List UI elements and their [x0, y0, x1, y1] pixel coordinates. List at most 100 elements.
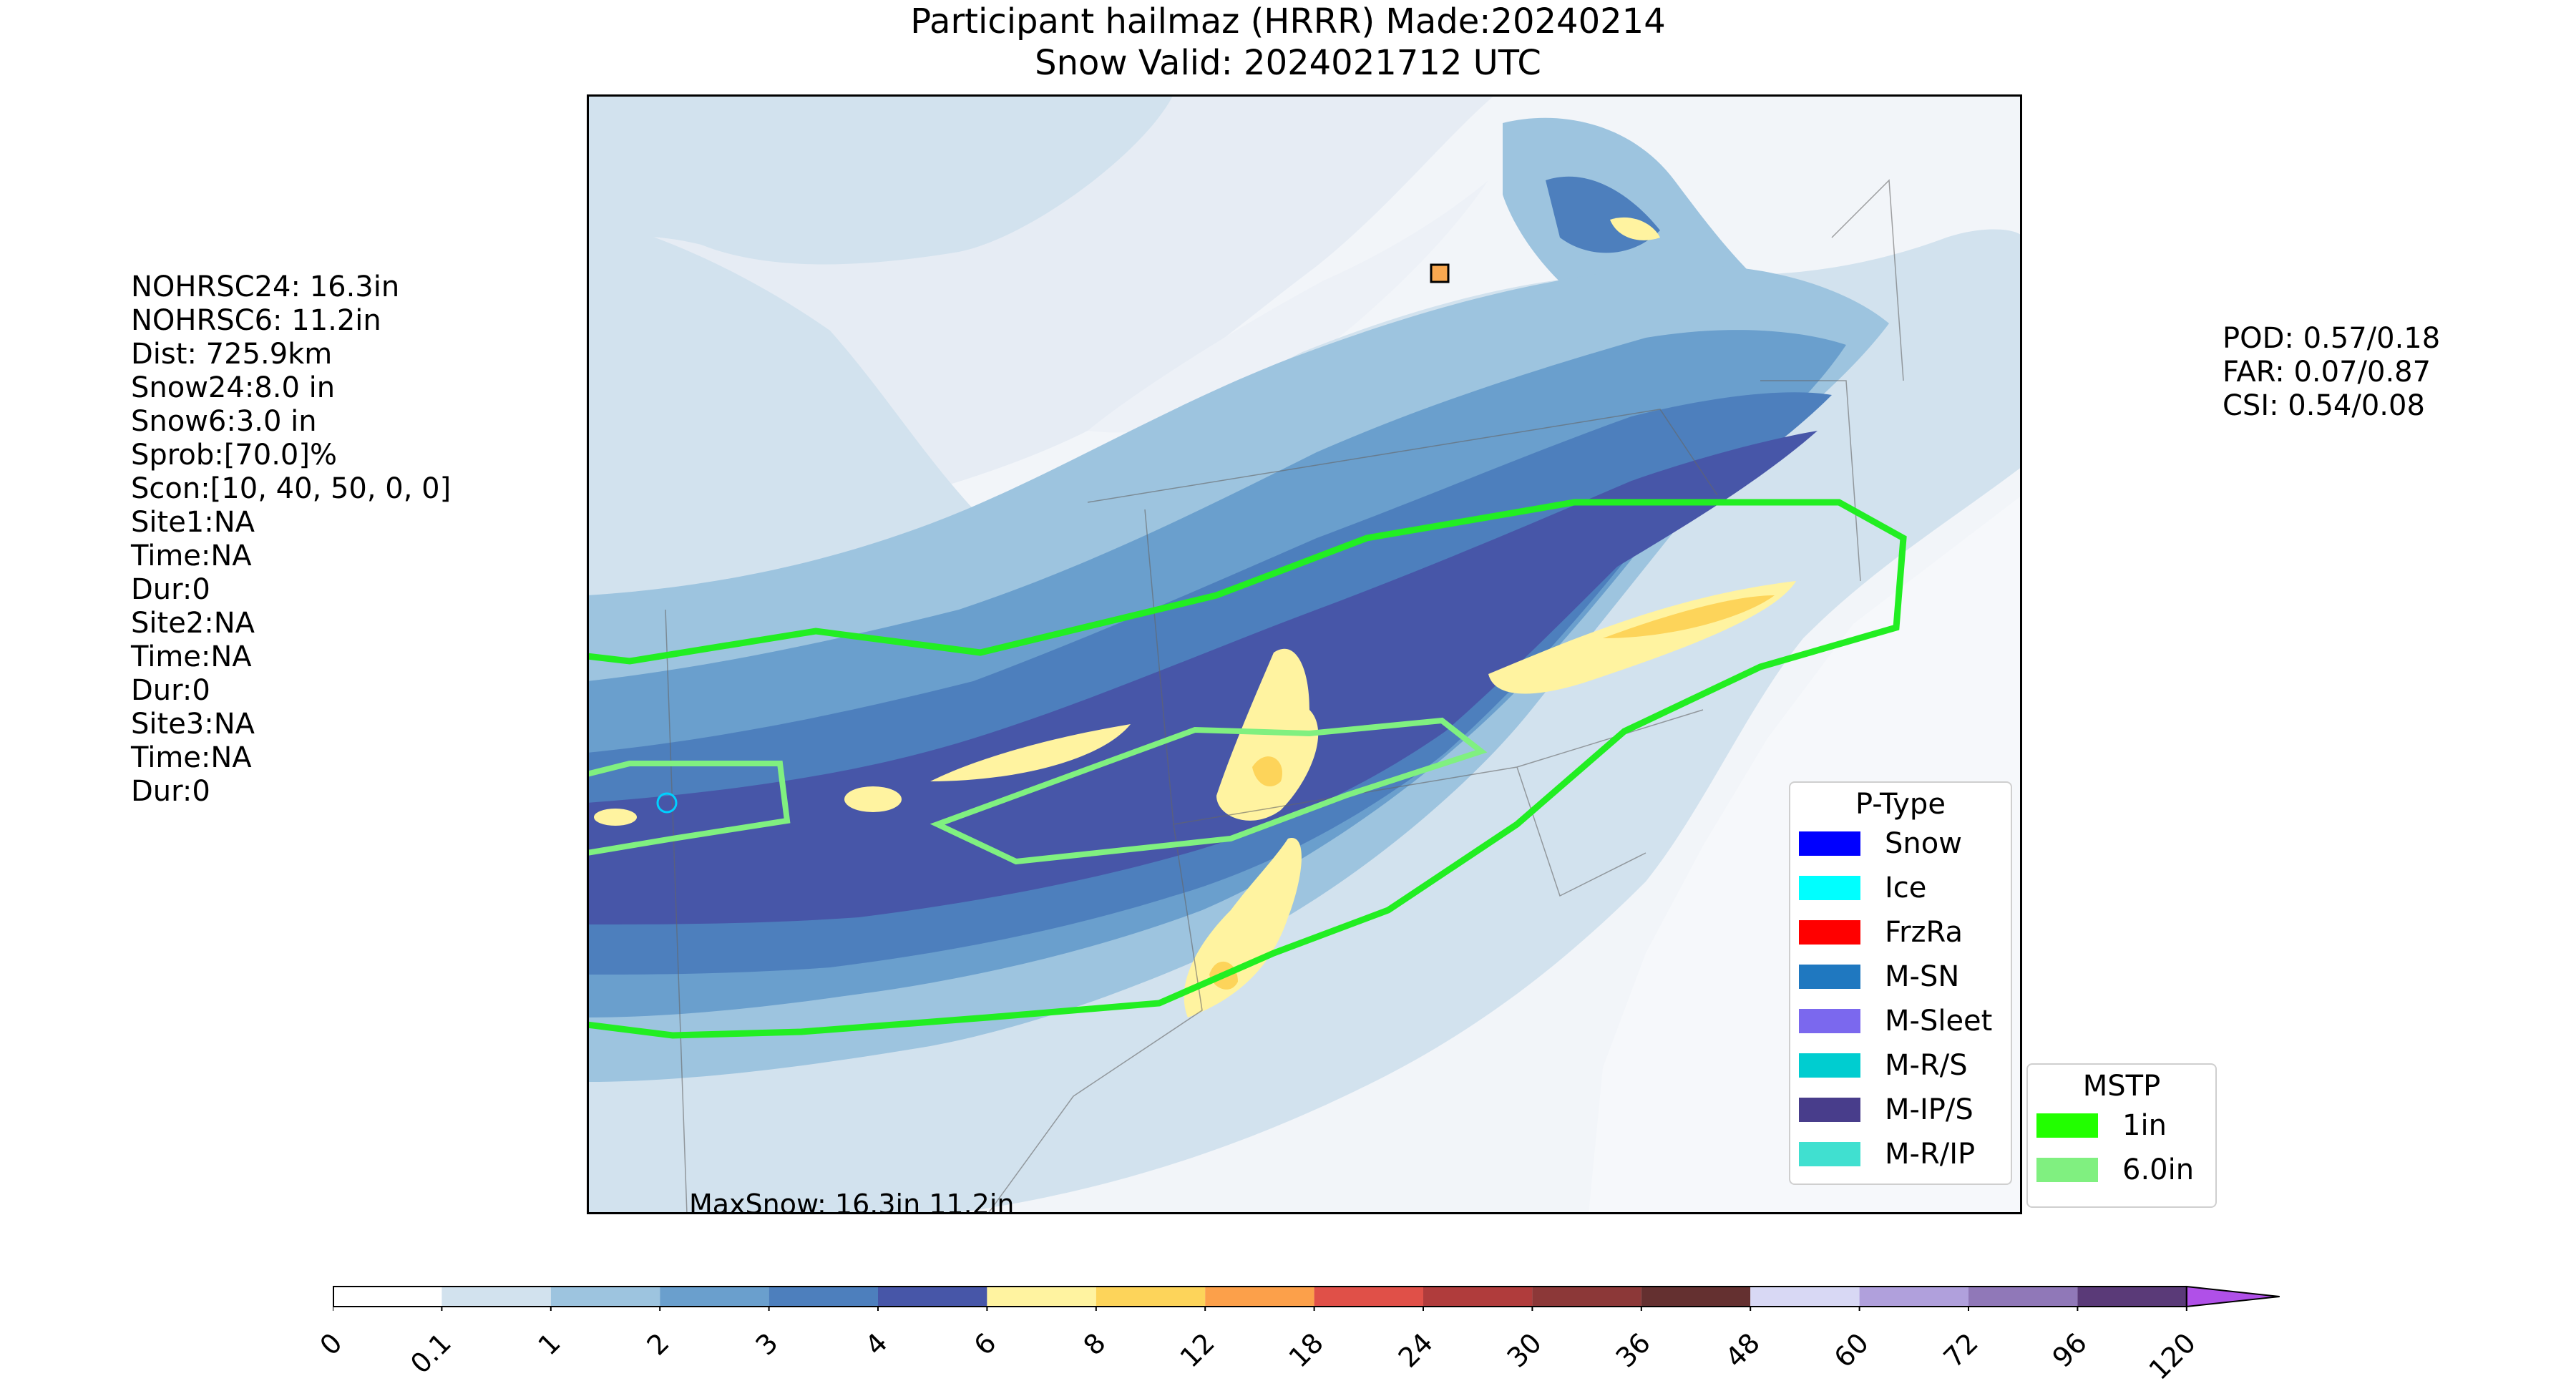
colorbar-segment: [1423, 1287, 1533, 1307]
ptype-legend-item: M-R/S: [1790, 1043, 2011, 1088]
contour-8-a: [1603, 595, 1775, 638]
right-stat-line: CSI: 0.54/0.08: [2223, 389, 2425, 422]
colorbar-outline: [333, 1286, 2187, 1307]
figure-title-line2: Snow Valid: 2024021712 UTC: [1035, 43, 1541, 83]
ptype-legend-swatch: [1799, 1009, 1860, 1033]
ptype-legend-label: FrzRa: [1885, 916, 1963, 949]
ptype-legend-item: M-Sleet: [1790, 999, 2011, 1043]
left-stat-line: NOHRSC24: 16.3in: [131, 270, 400, 303]
left-stat-line: Dur:0: [131, 674, 210, 707]
colorbar-tick-label: 3: [749, 1327, 785, 1362]
ptype-legend-label: M-SN: [1885, 960, 1960, 993]
colorbar-segment: [550, 1287, 660, 1307]
colorbar-tick-label: 120: [2142, 1327, 2202, 1386]
left-stat-line: Time:NA: [131, 540, 252, 572]
ptype-legend: P-Type Snow Ice FrzRa M-SN M-Sleet M-R/S M-IP/…: [1789, 781, 2012, 1185]
colorbar-tick-label: 12: [1174, 1327, 1221, 1374]
left-stat-line: Snow24:8.0 in: [131, 371, 336, 404]
contour-6-b: [844, 786, 902, 812]
ptype-legend-item: Ice: [1790, 866, 2011, 910]
contour-0.1-north: [587, 94, 1174, 265]
colorbar-tick-label: 30: [1501, 1327, 1548, 1374]
colorbar-tick-label: 48: [1719, 1327, 1766, 1374]
colorbar-segment: [1968, 1287, 2078, 1307]
contour-6-c: [930, 724, 1131, 781]
ptype-legend-label: Ice: [1885, 872, 1927, 904]
colorbar-segment: [660, 1287, 769, 1307]
colorbar-tick-label: 4: [859, 1327, 894, 1362]
colorbar-segment: [1314, 1287, 1423, 1307]
ptype-legend-swatch: [1799, 876, 1860, 900]
mstp-6in-contour-west: [587, 761, 791, 856]
colorbar-tick-label: 6: [967, 1327, 1002, 1362]
colorbar-tick-label: 1: [532, 1327, 567, 1362]
colorbar-segment: [441, 1287, 551, 1307]
ptype-legend-swatch: [1799, 831, 1860, 856]
ptype-legend-swatch: [1799, 920, 1860, 945]
right-stat-line: FAR: 0.07/0.87: [2223, 356, 2431, 389]
colorbar-segment: [1205, 1287, 1314, 1307]
colorbar-tick-label: 0: [313, 1327, 348, 1362]
right-stat-line: POD: 0.57/0.18: [2223, 322, 2441, 355]
left-stat-line: Sprob:[70.0]%: [131, 439, 337, 472]
mstp-legend: MSTP 1in 6.0in: [2026, 1063, 2217, 1208]
contour-6-a: [594, 809, 637, 826]
ptype-legend-label: M-Sleet: [1885, 1005, 1993, 1038]
mstp-legend-items: 1in 6.0in: [2028, 1103, 2215, 1192]
right-stats-panel: POD: 0.57/0.18 FAR: 0.07/0.87 CSI: 0.54/0.…: [2223, 322, 2440, 423]
mstp-legend-item: 1in: [2028, 1103, 2215, 1148]
colorbar-svg: [332, 1285, 2280, 1312]
ptype-legend-label: M-R/IP: [1885, 1138, 1976, 1171]
mstp-legend-label: 6.0in: [2122, 1153, 2195, 1186]
colorbar-segment: [878, 1287, 987, 1307]
mstp-legend-swatch: [2036, 1113, 2098, 1138]
ptype-legend-swatch: [1799, 965, 1860, 989]
left-stat-line: Site1:NA: [131, 506, 255, 539]
colorbar-segment: [1532, 1287, 1641, 1307]
mstp-legend-swatch: [2036, 1158, 2098, 1182]
colorbar-tick-label: 0.1: [404, 1327, 457, 1380]
colorbar-segment: [1750, 1287, 1860, 1307]
colorbar-segment: [987, 1287, 1096, 1307]
ptype-legend-item: M-IP/S: [1790, 1088, 2011, 1132]
left-stat-line: Time:NA: [131, 640, 252, 673]
ptype-legend-label: M-IP/S: [1885, 1093, 1974, 1126]
colorbar-tick-label: 72: [1937, 1327, 1984, 1374]
colorbar-tick-label: 2: [640, 1327, 675, 1362]
colorbar-tick-label: 36: [1610, 1327, 1657, 1374]
colorbar-segment: [2077, 1287, 2187, 1307]
colorbar-segment: [1641, 1287, 1751, 1307]
snow-colorbar: [332, 1282, 2293, 1314]
colorbar-tick-label: 96: [2046, 1327, 2093, 1374]
max-snow-label: MaxSnow: 16.3in 11.2in: [689, 1189, 1015, 1220]
colorbar-extend-arrow: [2185, 1285, 2280, 1308]
left-stat-line: Time:NA: [131, 741, 252, 774]
lake-ontario: [1088, 180, 1488, 433]
left-stat-line: Dur:0: [131, 775, 210, 808]
ptype-legend-item: FrzRa: [1790, 910, 2011, 955]
left-stat-line: Snow6:3.0 in: [131, 405, 317, 438]
mstp-legend-item: 6.0in: [2028, 1148, 2215, 1192]
ptype-legend-swatch: [1799, 1142, 1860, 1166]
colorbar-tick-label: 18: [1282, 1327, 1330, 1374]
contour-8-b: [1252, 756, 1282, 787]
ptype-legend-items: Snow Ice FrzRa M-SN M-Sleet M-R/S M-IP/S M-R/IP: [1790, 821, 2011, 1176]
max-snow-location-marker: [1430, 263, 1450, 283]
mstp-6in-contour-center: [930, 717, 1488, 865]
colorbar-segment: [769, 1287, 878, 1307]
left-stats-panel: NOHRSC24: 16.3in NOHRSC6: 11.2in Dist: 725…: [131, 270, 451, 809]
ptype-legend-title: P-Type: [1855, 788, 1946, 821]
observation-site-marker: [656, 792, 678, 814]
left-stat-line: Dist: 725.9km: [131, 338, 333, 371]
left-stat-line: Scon:[10, 40, 50, 0, 0]: [131, 472, 452, 505]
ptype-legend-label: M-R/S: [1885, 1049, 1968, 1082]
ptype-legend-swatch: [1799, 1053, 1860, 1078]
mstp-legend-label: 1in: [2122, 1109, 2167, 1142]
colorbar-segment: [1859, 1287, 1968, 1307]
colorbar-segment: [333, 1287, 442, 1307]
colorbar-tick-label: 8: [1077, 1327, 1112, 1362]
colorbar-tick-label: 60: [1828, 1327, 1875, 1374]
mstp-legend-title: MSTP: [2082, 1070, 2161, 1103]
ptype-legend-item: M-R/IP: [1790, 1132, 2011, 1176]
ptype-legend-item: M-SN: [1790, 955, 2011, 999]
